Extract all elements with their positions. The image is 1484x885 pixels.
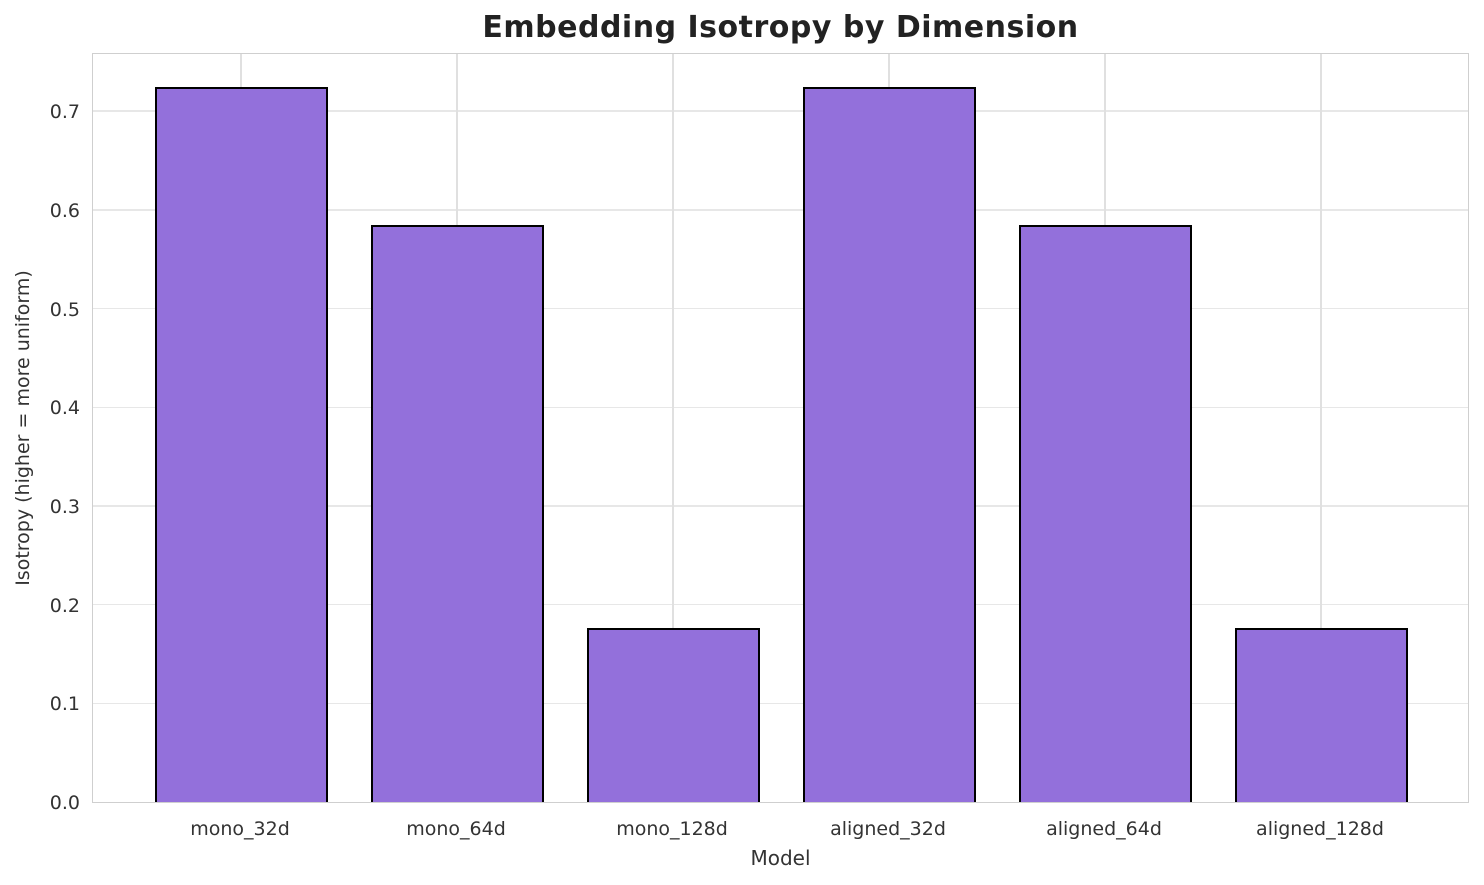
bar-aligned_64d: [1018, 224, 1192, 802]
y-gridline: [93, 307, 1468, 310]
x-tick-label: mono_32d: [190, 818, 290, 840]
y-gridline: [93, 209, 1468, 211]
x-tick-label: mono_128d: [616, 818, 728, 840]
x-tick-label: aligned_64d: [1046, 818, 1162, 840]
x-axis-label: Model: [750, 846, 811, 870]
y-tick-label: 0.0: [49, 792, 80, 814]
chart-title: Embedding Isotropy by Dimension: [482, 10, 1079, 45]
y-tick-label: 0.7: [49, 101, 80, 124]
bar-mono_32d: [154, 86, 328, 802]
bar-mono_64d: [370, 224, 544, 802]
bar-aligned_128d: [1234, 628, 1408, 802]
y-tick-label: 0.1: [49, 693, 80, 716]
y-gridline: [93, 505, 1468, 507]
bar-aligned_32d: [802, 86, 976, 802]
y-tick-label: 0.3: [49, 495, 80, 518]
y-gridline: [93, 110, 1468, 112]
y-tick-label: 0.5: [49, 298, 80, 321]
y-gridline: [93, 603, 1468, 606]
bar-mono_128d: [586, 628, 760, 802]
y-tick-label: 0.4: [49, 397, 80, 420]
plot-area: [92, 53, 1469, 803]
y-gridline: [93, 406, 1468, 409]
x-tick-label: aligned_128d: [1256, 818, 1384, 840]
y-tick-label: 0.2: [49, 594, 80, 617]
x-tick-label: aligned_32d: [830, 818, 946, 840]
y-gridline: [93, 702, 1468, 705]
x-tick-label: mono_64d: [406, 818, 506, 840]
y-tick-label: 0.6: [49, 199, 80, 222]
x-gridline: [672, 54, 674, 802]
x-gridline: [1320, 54, 1322, 802]
